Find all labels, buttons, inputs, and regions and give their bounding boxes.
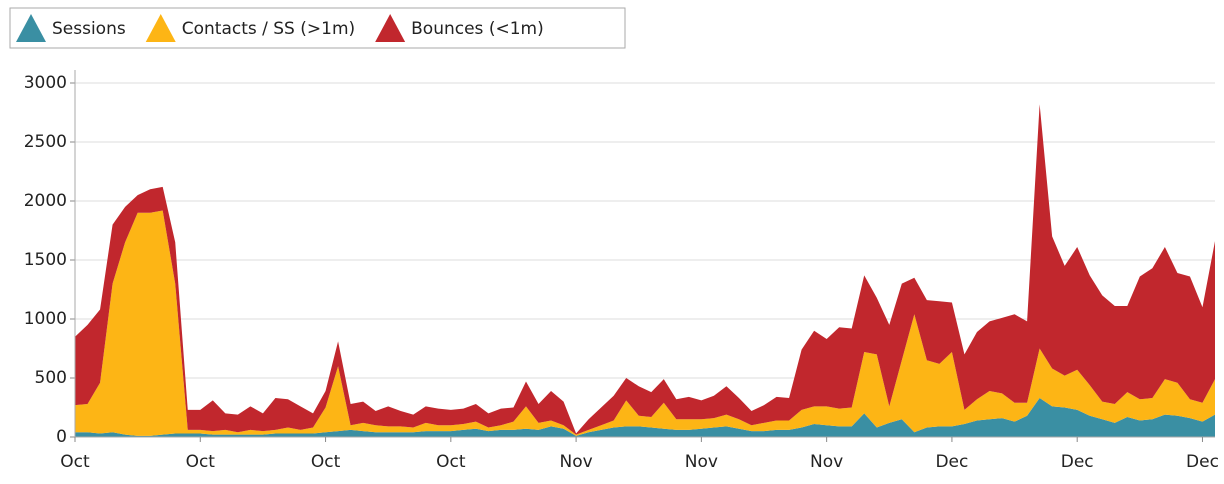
x-tick-label: Dec (1186, 452, 1219, 472)
x-tick-label: Dec (1061, 452, 1094, 472)
x-tick-label: Oct (311, 452, 341, 472)
x-tick-label: Oct (436, 452, 466, 472)
legend-icon (145, 14, 176, 42)
legend: Sessions Contacts / SS (>1m) Bounces (<1m) (16, 14, 544, 42)
areas (75, 104, 1215, 437)
legend-label: Sessions (52, 19, 126, 39)
x-tick-label: Oct (60, 452, 90, 472)
legend-icon (16, 14, 46, 42)
legend-label: Bounces (<1m) (411, 19, 544, 39)
y-tick-label: 500 (35, 368, 67, 388)
legend-label: Contacts / SS (>1m) (182, 19, 355, 39)
area (75, 210, 1215, 436)
y-tick-label: 2500 (24, 132, 67, 152)
x-tick-label: Nov (685, 452, 718, 472)
x-tick-label: Dec (935, 452, 968, 472)
x-tick-label: Oct (186, 452, 216, 472)
y-tick-label: 1500 (24, 250, 67, 270)
y-tick-label: 3000 (24, 73, 67, 93)
x-tick-label: Nov (810, 452, 843, 472)
y-tick-label: 2000 (24, 191, 67, 211)
legend-icon (375, 14, 406, 42)
area (75, 104, 1215, 435)
y-tick-label: 0 (56, 427, 67, 447)
labels: 0 500 1000 1500 2000 2500 3000 Oct Oct Oct Oct Nov N… (24, 73, 1219, 472)
area (75, 398, 1215, 437)
legend-box (9, 7, 626, 49)
y-tick-label: 1000 (24, 309, 67, 329)
x-tick-label: Nov (560, 452, 593, 472)
